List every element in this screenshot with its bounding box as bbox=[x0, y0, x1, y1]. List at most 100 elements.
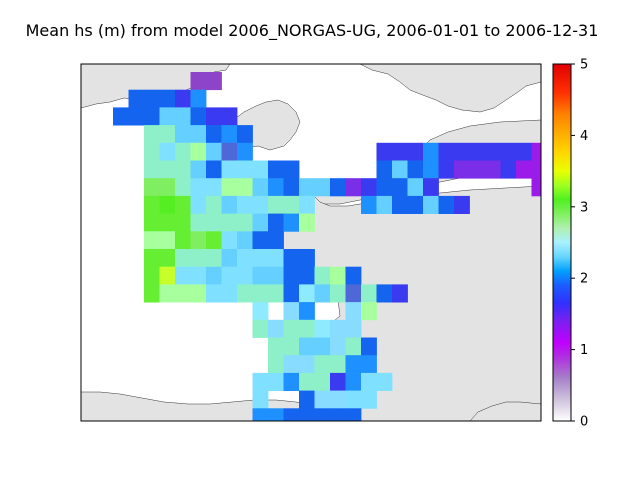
hs-cell bbox=[268, 160, 284, 179]
hs-cell bbox=[345, 408, 362, 421]
colorbar-tick-label: 4 bbox=[580, 129, 588, 144]
hs-cell bbox=[283, 337, 300, 356]
colorbar bbox=[553, 64, 571, 421]
hs-cell bbox=[361, 390, 377, 409]
hs-cell bbox=[283, 195, 300, 214]
hs-cell bbox=[299, 213, 315, 232]
hs-cell bbox=[128, 89, 145, 108]
colorbar-tick-label: 0 bbox=[580, 415, 588, 430]
hs-cell bbox=[221, 249, 238, 268]
hs-cell bbox=[268, 213, 284, 232]
hs-cell bbox=[237, 213, 253, 232]
hs-cell bbox=[454, 195, 470, 214]
hs-cell bbox=[237, 142, 253, 161]
hs-cell bbox=[159, 231, 176, 250]
hs-cell bbox=[454, 160, 470, 179]
hs-cell bbox=[252, 213, 269, 232]
hs-cell bbox=[144, 160, 160, 179]
hs-cell bbox=[392, 142, 408, 161]
hs-cell bbox=[330, 355, 346, 374]
hs-cell bbox=[376, 195, 393, 214]
hs-cell bbox=[330, 390, 346, 409]
hs-cell bbox=[159, 284, 176, 303]
hs-cell bbox=[330, 372, 346, 391]
hs-cell bbox=[330, 284, 346, 303]
hs-cell bbox=[283, 213, 300, 232]
hs-cell bbox=[252, 160, 269, 179]
hs-cell bbox=[221, 125, 238, 144]
hs-cell bbox=[283, 249, 300, 268]
hs-cell bbox=[376, 178, 393, 197]
hs-cell bbox=[237, 231, 253, 250]
hs-cell bbox=[237, 125, 253, 144]
hs-cell bbox=[221, 195, 238, 214]
hs-cells bbox=[113, 72, 541, 421]
hs-cell bbox=[206, 178, 222, 197]
hs-cell bbox=[345, 284, 362, 303]
hs-cell bbox=[283, 319, 300, 338]
hs-cell bbox=[159, 195, 176, 214]
hs-cell bbox=[190, 266, 207, 285]
land-norway bbox=[359, 64, 541, 113]
hs-cell bbox=[407, 142, 424, 161]
hs-cell bbox=[531, 160, 541, 179]
hs-cell bbox=[268, 355, 284, 374]
hs-cell bbox=[144, 107, 160, 126]
hs-cell bbox=[144, 142, 160, 161]
hs-cell bbox=[361, 302, 377, 321]
hs-cell bbox=[206, 213, 222, 232]
hs-cell bbox=[159, 249, 176, 268]
hs-cell bbox=[268, 337, 284, 356]
hs-cell bbox=[144, 125, 160, 144]
hs-cell bbox=[190, 160, 207, 179]
hs-cell bbox=[469, 160, 486, 179]
hs-cell bbox=[206, 107, 222, 126]
hs-cell bbox=[531, 142, 541, 161]
hs-cell bbox=[283, 178, 300, 197]
hs-cell bbox=[144, 284, 160, 303]
hs-cell bbox=[485, 160, 501, 179]
hs-cell bbox=[438, 142, 455, 161]
hs-cell bbox=[423, 160, 439, 179]
hs-cell bbox=[361, 195, 377, 214]
hs-cell bbox=[361, 372, 377, 391]
hs-cell bbox=[221, 142, 238, 161]
hs-cell bbox=[376, 284, 393, 303]
hs-cell bbox=[175, 89, 191, 108]
hs-cell bbox=[175, 249, 191, 268]
hs-cell bbox=[345, 266, 362, 285]
hs-cell bbox=[330, 319, 346, 338]
hs-cell bbox=[252, 249, 269, 268]
hs-cell bbox=[361, 337, 377, 356]
hs-cell bbox=[221, 231, 238, 250]
hs-cell bbox=[144, 89, 160, 108]
hs-cell bbox=[330, 178, 346, 197]
hs-cell bbox=[500, 142, 517, 161]
hs-cell bbox=[268, 319, 284, 338]
hs-cell bbox=[221, 284, 238, 303]
hs-cell bbox=[175, 195, 191, 214]
hs-cell bbox=[237, 160, 253, 179]
hs-cell bbox=[283, 284, 300, 303]
hs-cell bbox=[345, 372, 362, 391]
land-africa bbox=[469, 401, 541, 421]
hs-cell bbox=[144, 231, 160, 250]
hs-cell bbox=[190, 72, 207, 91]
hs-cell bbox=[206, 249, 222, 268]
hs-cell bbox=[144, 249, 160, 268]
hs-cell bbox=[314, 266, 331, 285]
hs-cell bbox=[454, 142, 470, 161]
hs-cell bbox=[144, 195, 160, 214]
hs-cell bbox=[190, 178, 207, 197]
hs-cell bbox=[299, 408, 315, 421]
hs-cell bbox=[376, 142, 393, 161]
hs-cell bbox=[206, 266, 222, 285]
hs-cell bbox=[190, 213, 207, 232]
hs-cell bbox=[314, 408, 331, 421]
hs-cell bbox=[144, 213, 160, 232]
hs-cell bbox=[361, 284, 377, 303]
hs-cell bbox=[438, 160, 455, 179]
hs-cell bbox=[206, 160, 222, 179]
hs-cell bbox=[237, 266, 253, 285]
